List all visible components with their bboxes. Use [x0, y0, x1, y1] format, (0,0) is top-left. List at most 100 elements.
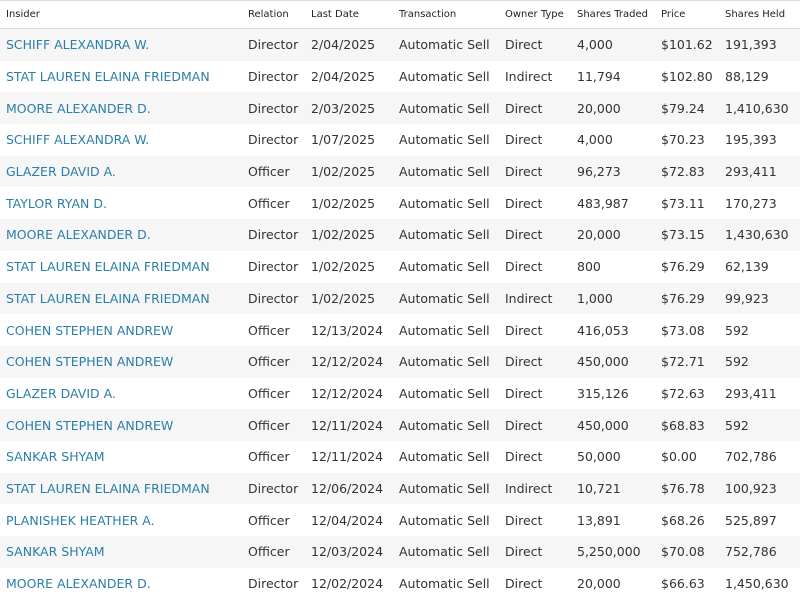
table-cell: Officer [248, 156, 311, 188]
table-cell: Automatic Sell [399, 251, 505, 283]
table-cell: Officer [248, 314, 311, 346]
table-cell: Automatic Sell [399, 283, 505, 315]
table-cell: Automatic Sell [399, 504, 505, 536]
insider-link[interactable]: COHEN STEPHEN ANDREW [0, 409, 248, 441]
column-header[interactable]: Price [661, 1, 725, 29]
table-cell: 1/02/2025 [311, 251, 399, 283]
table-cell: 592 [725, 346, 800, 378]
column-header[interactable]: Relation [248, 1, 311, 29]
table-cell: 483,987 [577, 187, 661, 219]
table-cell: Automatic Sell [399, 536, 505, 568]
column-header[interactable]: Owner Type [505, 1, 577, 29]
table-cell: 592 [725, 314, 800, 346]
insider-link[interactable]: COHEN STEPHEN ANDREW [0, 314, 248, 346]
table-cell: Indirect [505, 61, 577, 93]
table-cell: Director [248, 251, 311, 283]
table-cell: Automatic Sell [399, 219, 505, 251]
insider-link[interactable]: MOORE ALEXANDER D. [0, 92, 248, 124]
table-cell: Officer [248, 504, 311, 536]
table-cell: $79.24 [661, 92, 725, 124]
table-cell: Officer [248, 187, 311, 219]
insider-link[interactable]: GLAZER DAVID A. [0, 378, 248, 410]
insider-link[interactable]: SCHIFF ALEXANDRA W. [0, 29, 248, 61]
table-cell: Direct [505, 251, 577, 283]
table-cell: Direct [505, 378, 577, 410]
table-cell: $72.71 [661, 346, 725, 378]
insider-link[interactable]: PLANISHEK HEATHER A. [0, 504, 248, 536]
table-cell: 5,250,000 [577, 536, 661, 568]
table-cell: $76.29 [661, 283, 725, 315]
table-cell: 4,000 [577, 29, 661, 61]
table-cell: 525,897 [725, 504, 800, 536]
column-header[interactable]: Shares Held [725, 1, 800, 29]
table-cell: $70.08 [661, 536, 725, 568]
table-cell: 10,721 [577, 473, 661, 505]
insider-link[interactable]: SANKAR SHYAM [0, 536, 248, 568]
column-header[interactable]: Shares Traded [577, 1, 661, 29]
table-cell: Officer [248, 409, 311, 441]
insider-link[interactable]: COHEN STEPHEN ANDREW [0, 346, 248, 378]
insider-link[interactable]: STAT LAUREN ELAINA FRIEDMAN [0, 251, 248, 283]
table-cell: Direct [505, 92, 577, 124]
table-cell: 20,000 [577, 219, 661, 251]
table-cell: $72.83 [661, 156, 725, 188]
table-cell: $72.63 [661, 378, 725, 410]
table-cell: $101.62 [661, 29, 725, 61]
table-cell: Automatic Sell [399, 441, 505, 473]
table-cell: Director [248, 92, 311, 124]
table-cell: Director [248, 568, 311, 599]
table-cell: 88,129 [725, 61, 800, 93]
table-cell: 13,891 [577, 504, 661, 536]
table-cell: 12/06/2024 [311, 473, 399, 505]
table-cell: Indirect [505, 283, 577, 315]
table-cell: 62,139 [725, 251, 800, 283]
table-cell: 416,053 [577, 314, 661, 346]
column-header[interactable]: Last Date [311, 1, 399, 29]
column-header[interactable]: Transaction [399, 1, 505, 29]
table-cell: Officer [248, 378, 311, 410]
insider-link[interactable]: SCHIFF ALEXANDRA W. [0, 124, 248, 156]
table-cell: 12/11/2024 [311, 409, 399, 441]
table-cell: 195,393 [725, 124, 800, 156]
table-cell: $68.83 [661, 409, 725, 441]
table-cell: $68.26 [661, 504, 725, 536]
table-cell: Automatic Sell [399, 378, 505, 410]
table-cell: Direct [505, 409, 577, 441]
table-cell: Automatic Sell [399, 314, 505, 346]
table-cell: $70.23 [661, 124, 725, 156]
table-cell: Direct [505, 441, 577, 473]
insider-link[interactable]: TAYLOR RYAN D. [0, 187, 248, 219]
table-cell: 1,450,630 [725, 568, 800, 599]
column-header[interactable]: Insider [0, 1, 248, 29]
table-cell: Direct [505, 219, 577, 251]
table-cell: Director [248, 473, 311, 505]
table-cell: 1,410,630 [725, 92, 800, 124]
table-cell: 1/02/2025 [311, 187, 399, 219]
table-cell: Officer [248, 536, 311, 568]
insider-link[interactable]: MOORE ALEXANDER D. [0, 219, 248, 251]
insider-link[interactable]: STAT LAUREN ELAINA FRIEDMAN [0, 283, 248, 315]
insider-link[interactable]: SANKAR SHYAM [0, 441, 248, 473]
table-cell: Director [248, 124, 311, 156]
table-cell: $73.15 [661, 219, 725, 251]
table-cell: 315,126 [577, 378, 661, 410]
insider-link[interactable]: MOORE ALEXANDER D. [0, 568, 248, 599]
table-cell: Direct [505, 568, 577, 599]
table-cell: Direct [505, 187, 577, 219]
insider-link[interactable]: GLAZER DAVID A. [0, 156, 248, 188]
table-cell: 99,923 [725, 283, 800, 315]
insider-link[interactable]: STAT LAUREN ELAINA FRIEDMAN [0, 61, 248, 93]
table-cell: 12/04/2024 [311, 504, 399, 536]
table-cell: $102.80 [661, 61, 725, 93]
insider-link[interactable]: STAT LAUREN ELAINA FRIEDMAN [0, 473, 248, 505]
table-cell: Automatic Sell [399, 346, 505, 378]
table-cell: 702,786 [725, 441, 800, 473]
table-cell: Director [248, 283, 311, 315]
